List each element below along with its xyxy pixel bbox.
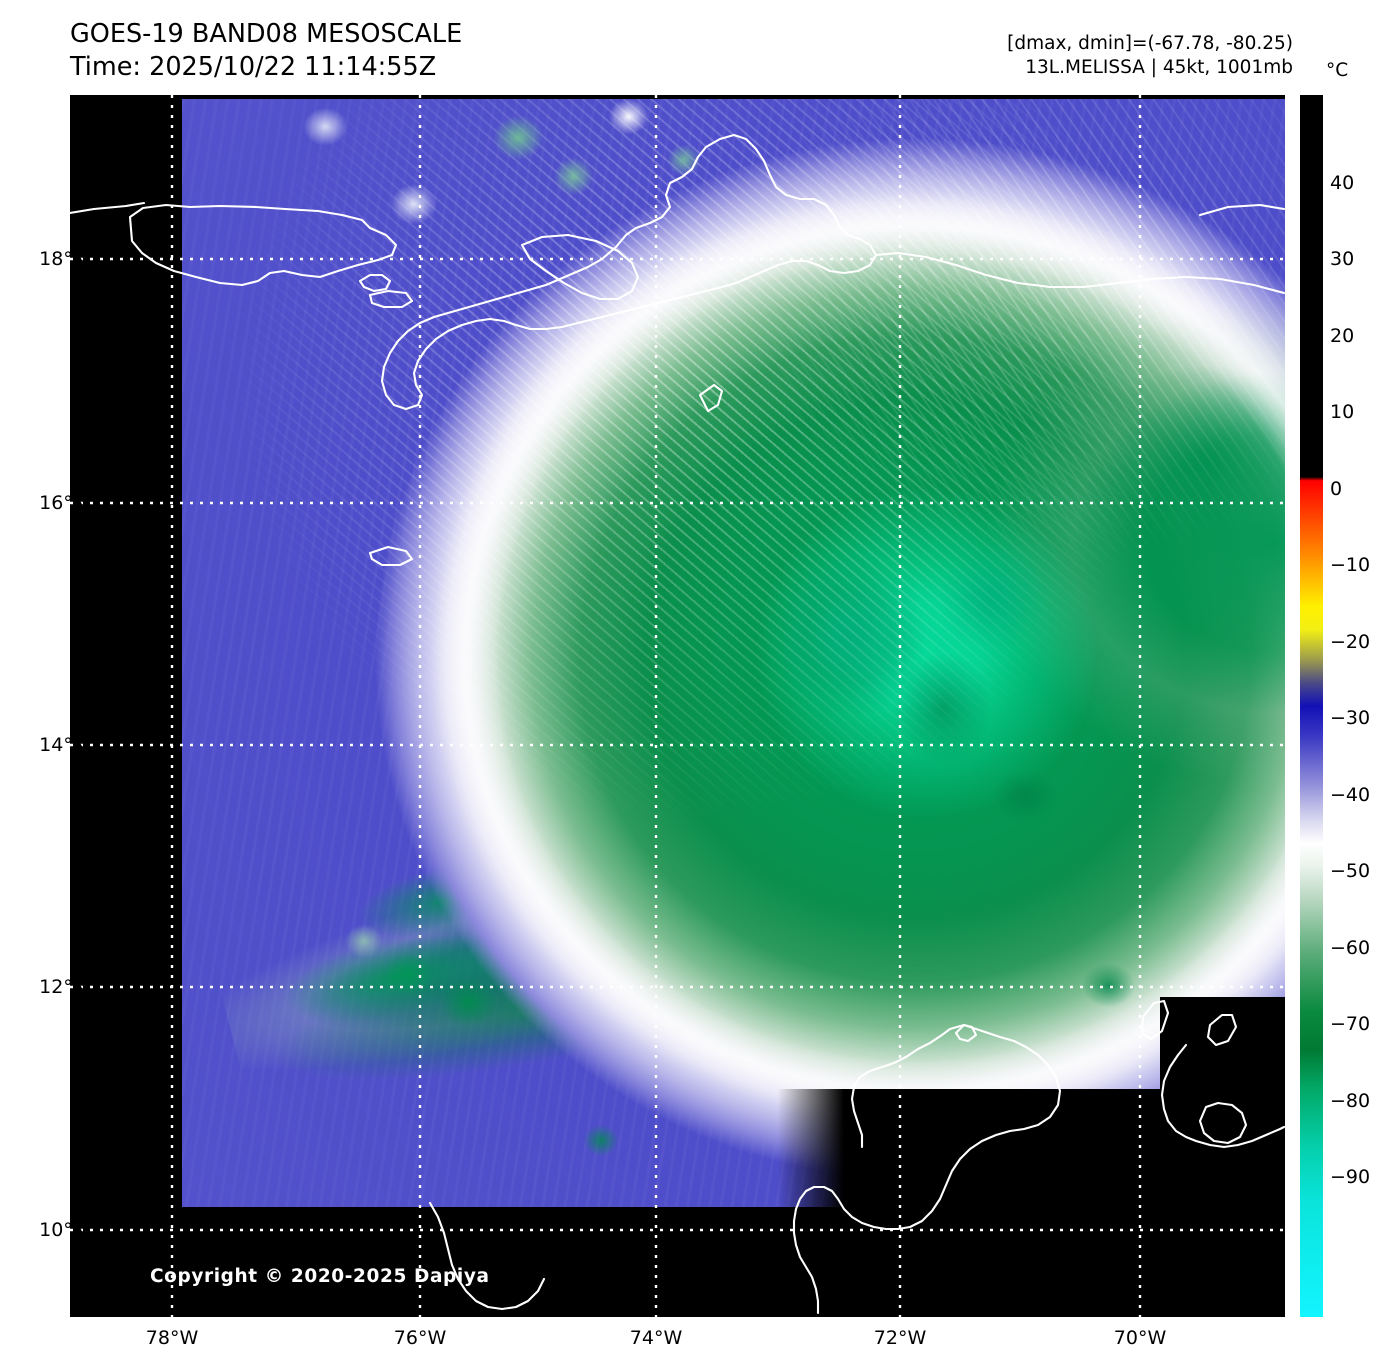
colorbar-tick-m80: −80 <box>1330 1090 1371 1112</box>
colorbar-tick-m10: −10 <box>1330 554 1371 576</box>
colorbar-gradient <box>1300 95 1323 1317</box>
isolated-convective-cells <box>182 99 1285 1207</box>
satellite-image-plot: Copyright © 2020-2025 Dapiya <box>70 95 1285 1317</box>
x-tick-78w: 78°W <box>145 1327 199 1349</box>
no-data-region-corner <box>1160 997 1285 1207</box>
colorbar-tick-40: 40 <box>1330 172 1355 194</box>
storm-info-label: 13L.MELISSA | 45kt, 1001mb <box>1025 57 1293 79</box>
page-title: GOES-19 BAND08 MESOSCALE <box>70 19 463 49</box>
colorbar-tick-30: 30 <box>1330 248 1355 270</box>
timestamp-label: Time: 2025/10/22 11:14:55Z <box>70 52 437 83</box>
y-tick-16n: 16°N <box>39 492 87 514</box>
colorbar-tick-0: 0 <box>1330 478 1343 500</box>
copyright-label: Copyright © 2020-2025 Dapiya <box>150 1266 490 1287</box>
no-data-region-bottom <box>182 1089 1285 1207</box>
colorbar-unit-label: °C <box>1326 60 1349 81</box>
colorbar-tick-10: 10 <box>1330 401 1355 423</box>
colorbar-tick-m40: −40 <box>1330 784 1371 806</box>
y-tick-14n: 14°N <box>39 734 87 756</box>
x-tick-70w: 70°W <box>1113 1327 1167 1349</box>
colorbar-tick-20: 20 <box>1330 325 1355 347</box>
coastline-cuba <box>70 201 146 215</box>
colorbar <box>1300 95 1323 1317</box>
x-tick-72w: 72°W <box>873 1327 927 1349</box>
colorbar-tick-m60: −60 <box>1330 937 1371 959</box>
y-tick-12n: 12°N <box>39 976 87 998</box>
header-meta-block: [dmax, dmin]=(-67.78, -80.25) 13L.MELISS… <box>1007 32 1293 81</box>
coastline-panama <box>428 1201 546 1311</box>
y-tick-10n: 10°N <box>39 1219 87 1241</box>
x-tick-74w: 74°W <box>629 1327 683 1349</box>
data-range-label: [dmax, dmin]=(-67.78, -80.25) <box>1007 33 1293 54</box>
header-title-block: GOES-19 BAND08 MESOSCALE Time: 2025/10/2… <box>70 18 462 84</box>
colorbar-tick-m30: −30 <box>1330 707 1371 729</box>
brightness-temperature-raster <box>182 99 1285 1207</box>
x-tick-76w: 76°W <box>393 1327 447 1349</box>
colorbar-tick-m20: −20 <box>1330 631 1371 653</box>
colorbar-tick-m90: −90 <box>1330 1166 1371 1188</box>
colorbar-tick-m50: −50 <box>1330 860 1371 882</box>
y-tick-18n: 18°N <box>39 248 87 270</box>
colorbar-tick-m70: −70 <box>1330 1013 1371 1035</box>
